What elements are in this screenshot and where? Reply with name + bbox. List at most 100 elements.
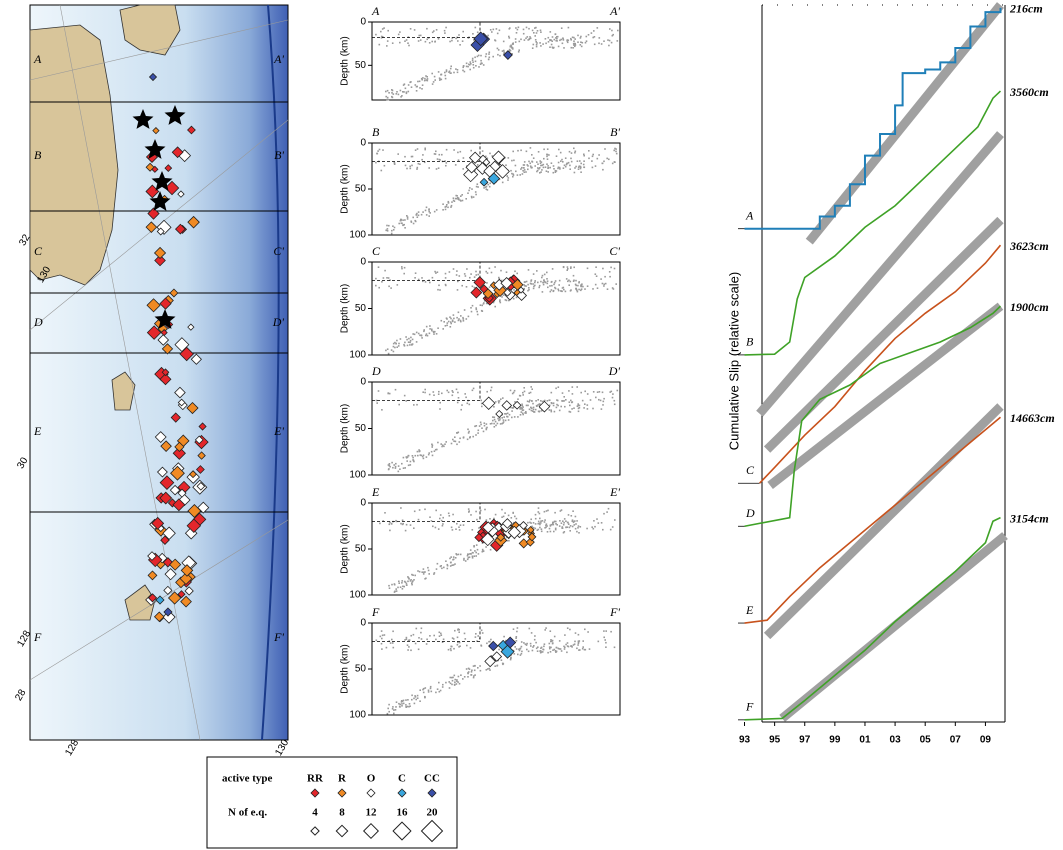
seismicity-point xyxy=(424,78,426,80)
seismicity-point xyxy=(405,699,407,701)
seismicity-point xyxy=(446,390,448,392)
seismicity-point xyxy=(576,386,578,388)
seismicity-point xyxy=(517,29,519,31)
seismicity-point xyxy=(507,179,509,181)
seismicity-point xyxy=(570,267,572,269)
seismicity-point xyxy=(385,91,387,93)
seismicity-point xyxy=(528,269,530,271)
seismicity-point xyxy=(512,176,514,178)
seismicity-point xyxy=(580,290,582,292)
seismicity-point xyxy=(388,704,390,706)
seismicity-point xyxy=(458,320,460,322)
seismicity-point xyxy=(453,314,455,316)
seismicity-point xyxy=(545,282,547,284)
seismicity-point xyxy=(425,210,427,212)
seismicity-point xyxy=(429,325,431,327)
seismicity-point xyxy=(451,205,453,207)
section-label: A xyxy=(33,52,42,66)
seismicity-point xyxy=(563,396,565,398)
seismicity-point xyxy=(480,60,482,62)
seismicity-point xyxy=(562,161,564,163)
seismicity-point xyxy=(604,639,606,641)
seismicity-point xyxy=(532,650,534,652)
seismicity-point xyxy=(569,151,571,153)
seismicity-point xyxy=(467,555,469,557)
seismicity-point xyxy=(560,648,562,650)
seismicity-point xyxy=(379,44,381,46)
seismicity-point xyxy=(519,174,521,176)
seismicity-point xyxy=(572,526,574,528)
seismicity-point xyxy=(583,407,585,409)
seismicity-point xyxy=(588,158,590,160)
seismicity-point xyxy=(596,275,598,277)
seismicity-point xyxy=(406,638,408,640)
seismicity-point xyxy=(411,695,413,697)
seismicity-point xyxy=(457,637,459,639)
seismicity-point xyxy=(455,441,457,443)
seismicity-point xyxy=(452,321,454,323)
seismicity-point xyxy=(598,522,600,524)
seismicity-point xyxy=(574,524,576,526)
seismicity-point xyxy=(472,556,474,558)
seismicity-point xyxy=(514,653,516,655)
seismicity-point xyxy=(419,689,421,691)
seismicity-point xyxy=(412,333,414,335)
seismicity-point xyxy=(418,333,420,335)
series-name: D xyxy=(745,506,755,520)
seismicity-point xyxy=(445,273,447,275)
seismicity-point xyxy=(524,164,526,166)
seismicity-point xyxy=(419,571,421,573)
seismicity-point xyxy=(382,635,384,637)
seismicity-point xyxy=(415,696,417,698)
seismicity-point xyxy=(445,209,447,211)
seismicity-point xyxy=(387,97,389,99)
seismicity-point xyxy=(531,167,533,169)
seismicity-point xyxy=(570,158,572,160)
seismicity-point xyxy=(527,405,529,407)
seismicity-point xyxy=(594,44,596,46)
seismicity-point xyxy=(581,283,583,285)
seismicity-point xyxy=(617,30,619,32)
seismicity-point xyxy=(521,653,523,655)
seismicity-point xyxy=(517,416,519,418)
seismicity-point xyxy=(602,529,604,531)
seismicity-point xyxy=(400,338,402,340)
seismicity-point xyxy=(517,150,519,152)
seismicity-point xyxy=(385,230,387,232)
seismicity-point xyxy=(421,159,423,161)
seismicity-point xyxy=(455,198,457,200)
seismicity-point xyxy=(514,271,516,273)
seismicity-point xyxy=(450,206,452,208)
seismicity-point xyxy=(543,280,545,282)
seismicity-point xyxy=(403,91,405,93)
seismicity-point xyxy=(422,456,424,458)
seismicity-point xyxy=(396,346,398,348)
seismicity-point xyxy=(587,393,589,395)
seismicity-point xyxy=(523,29,525,31)
seismicity-point xyxy=(509,27,511,29)
seismicity-point xyxy=(469,187,471,189)
seismicity-point xyxy=(556,524,558,526)
seismicity-point xyxy=(513,289,515,291)
seismicity-point xyxy=(469,277,471,279)
seismicity-point xyxy=(573,43,575,45)
seismicity-point xyxy=(567,266,569,268)
seismicity-point xyxy=(436,568,438,570)
seismicity-point xyxy=(575,516,577,518)
seismicity-point xyxy=(580,392,582,394)
seismicity-point xyxy=(401,266,403,268)
seismicity-point xyxy=(565,157,567,159)
seismicity-point xyxy=(418,519,420,521)
seismicity-point xyxy=(565,166,567,168)
seismicity-point xyxy=(555,171,557,173)
seismicity-point xyxy=(591,526,593,528)
seismicity-point xyxy=(466,668,468,670)
seismicity-point xyxy=(389,587,391,589)
coordinate-label: 128 xyxy=(63,737,81,757)
seismicity-point xyxy=(411,699,413,701)
seismicity-point xyxy=(495,421,497,423)
seismicity-point xyxy=(461,285,463,287)
seismicity-point xyxy=(605,283,607,285)
seismicity-point xyxy=(582,646,584,648)
seismicity-point xyxy=(533,288,535,290)
